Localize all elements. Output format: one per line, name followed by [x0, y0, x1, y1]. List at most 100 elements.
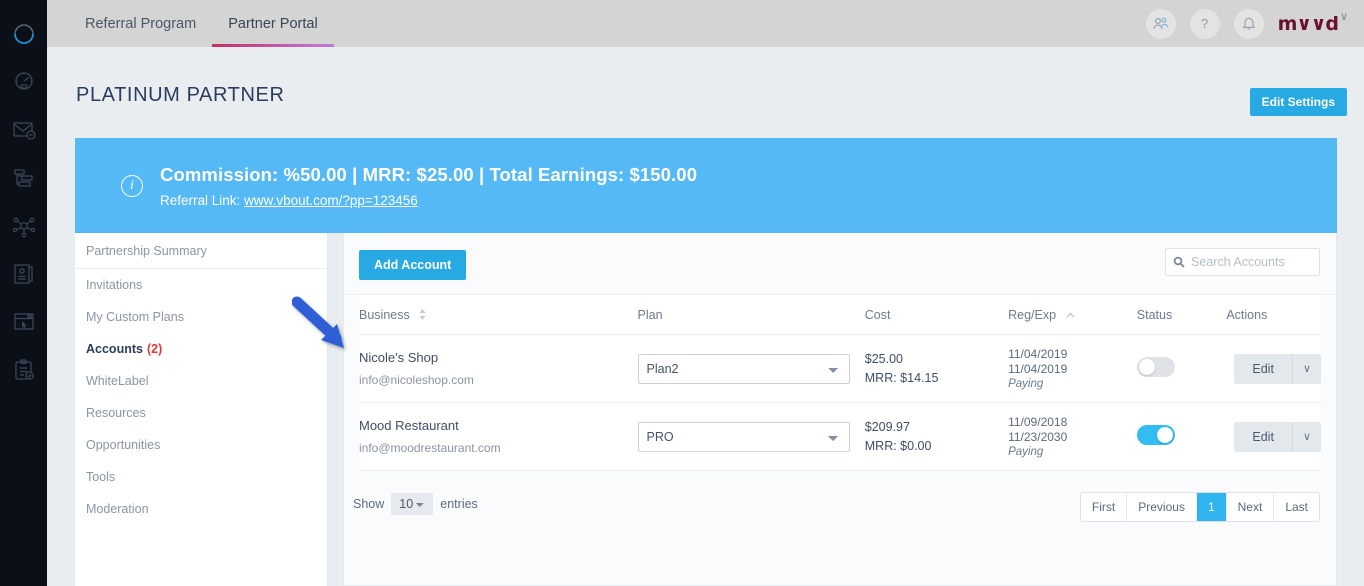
business-email: info@nicoleshop.com — [359, 373, 474, 388]
entries-label: entries — [440, 497, 478, 512]
pagination-last[interactable]: Last — [1274, 493, 1319, 522]
cell-status — [1136, 334, 1227, 404]
sidebar-item-invitations[interactable]: Invitations — [75, 269, 327, 301]
sort-ascending-icon[interactable] — [1066, 311, 1075, 320]
sort-toggle-icon[interactable] — [419, 309, 426, 322]
top-navigation-bar: Referral Program Partner Portal ? — [47, 0, 1364, 47]
sidebar-item-label: My Custom Plans — [86, 310, 184, 324]
actions-dropdown-chevron-down-icon[interactable]: ∨ — [1291, 421, 1321, 452]
email-icon[interactable] — [0, 106, 47, 154]
show-label: Show — [353, 497, 385, 512]
column-header-status: Status — [1136, 295, 1227, 336]
banner-headline: Commission: %50.00 | MRR: $25.00 | Total… — [160, 163, 698, 185]
sidebar-item-tools[interactable]: Tools — [75, 461, 327, 493]
chevron-down-icon: ∨ — [1339, 10, 1348, 23]
column-header-plan-label: Plan — [637, 308, 663, 323]
cell-actions: Edit ∨ — [1226, 402, 1321, 472]
column-header-business[interactable]: Business — [359, 295, 638, 336]
pagination-next[interactable]: Next — [1226, 493, 1275, 522]
pagination-previous[interactable]: Previous — [1127, 493, 1197, 522]
sidebar-item-resources[interactable]: Resources — [75, 397, 327, 429]
sidebar-item-label: Partnership Summary — [86, 243, 207, 258]
column-header-business-label: Business — [359, 308, 410, 322]
page-title: PLATINUM PARTNER — [76, 84, 285, 106]
registration-date: 11/04/2019 — [1008, 347, 1068, 362]
actions-button-group: Edit ∨ — [1234, 353, 1321, 384]
edit-settings-button[interactable]: Edit Settings — [1249, 88, 1347, 116]
pagination-page-1[interactable]: 1 — [1196, 493, 1227, 522]
business-email: info@moodrestaurant.com — [359, 441, 501, 456]
notifications-bell-icon[interactable] — [1233, 8, 1264, 39]
sidebar-item-label: Resources — [86, 406, 146, 420]
plan-select[interactable]: Plan2 — [637, 353, 850, 384]
cell-regexp: 11/04/2019 11/04/2019 Paying — [1008, 334, 1137, 404]
help-icon[interactable]: ? — [1189, 8, 1220, 39]
contacts-icon[interactable] — [0, 250, 47, 298]
cell-business: Mood Restaurant info@moodrestaurant.com — [359, 402, 638, 472]
logo-ring-icon[interactable] — [0, 10, 47, 58]
sidebar-item-partnership-summary[interactable]: Partnership Summary — [75, 233, 327, 269]
top-bar-actions: ? m∨∨d ∨ — [1145, 0, 1348, 47]
tab-referral-program-label: Referral Program — [85, 15, 197, 32]
cell-cost: $209.97 MRR: $0.00 — [864, 402, 1009, 472]
account-menu[interactable]: m∨∨d ∨ — [1278, 10, 1348, 38]
column-header-regexp[interactable]: Reg/Exp — [1008, 295, 1137, 336]
search-accounts-box[interactable] — [1165, 248, 1320, 276]
sidebar-item-accounts[interactable]: Accounts (2) — [75, 333, 327, 365]
sidebar-item-whitelabel[interactable]: WhiteLabel — [75, 365, 327, 397]
accounts-card: Add Account Business — [343, 233, 1337, 586]
sidebar-item-label: Tools — [86, 470, 116, 484]
landing-page-icon[interactable] — [0, 298, 47, 346]
edit-button[interactable]: Edit — [1234, 421, 1292, 452]
table-header-row: Business Plan C — [359, 295, 1321, 336]
actions-dropdown-chevron-down-icon[interactable]: ∨ — [1291, 353, 1321, 384]
cell-plan: Plan2 — [637, 334, 865, 404]
sidebar-item-opportunities[interactable]: Opportunities — [75, 429, 327, 461]
edit-button[interactable]: Edit — [1234, 353, 1292, 384]
accounts-footer: Show 10 entries First Previous 1 Next La… — [344, 471, 1336, 533]
commission-banner: i Commission: %50.00 | MRR: $25.00 | Tot… — [75, 138, 1337, 233]
accounts-table-wrapper: Business Plan C — [359, 295, 1321, 472]
table-row: Nicole's Shop info@nicoleshop.com Plan2 … — [359, 334, 1321, 404]
cost-value: $25.00 — [864, 352, 903, 367]
expiration-date: 11/04/2019 — [1008, 362, 1068, 377]
plan-select[interactable]: PRO — [637, 421, 850, 452]
column-header-cost-label: Cost — [864, 308, 891, 323]
toggle-knob — [1138, 359, 1155, 376]
banner-referral: Referral Link: www.vbout.com/?pp=123456 — [160, 193, 697, 208]
status-toggle[interactable] — [1136, 425, 1175, 446]
cell-cost: $25.00 MRR: $14.15 — [864, 334, 1009, 404]
help-icon-glyph: ? — [1201, 16, 1209, 31]
workflow-icon[interactable] — [0, 154, 47, 202]
status-toggle[interactable] — [1136, 357, 1175, 378]
business-name: Mood Restaurant — [359, 418, 459, 434]
network-icon[interactable] — [0, 202, 47, 250]
pagination-first[interactable]: First — [1080, 493, 1128, 522]
column-header-cost: Cost — [864, 295, 1009, 336]
cell-business: Nicole's Shop info@nicoleshop.com — [359, 334, 638, 404]
search-input[interactable] — [1191, 255, 1312, 269]
add-account-button[interactable]: Add Account — [359, 250, 467, 280]
column-header-status-label: Status — [1136, 308, 1173, 323]
speedometer-icon[interactable] — [0, 58, 47, 106]
show-entries-control: Show 10 entries — [353, 493, 478, 516]
mrr-value: MRR: $14.15 — [864, 371, 939, 386]
payment-status: Paying — [1008, 446, 1044, 459]
share-users-icon[interactable] — [1145, 8, 1176, 39]
tasks-icon[interactable] — [0, 346, 47, 394]
payment-status: Paying — [1008, 378, 1044, 391]
tab-referral-program[interactable]: Referral Program — [69, 0, 212, 47]
cell-status — [1136, 402, 1227, 472]
sidebar-item-my-custom-plans[interactable]: My Custom Plans — [75, 301, 327, 333]
sidebar-item-moderation[interactable]: Moderation — [75, 493, 327, 525]
column-header-regexp-label: Reg/Exp — [1008, 308, 1057, 323]
entries-per-page-select[interactable]: 10 — [391, 493, 434, 516]
banner-text: Commission: %50.00 | MRR: $25.00 | Total… — [160, 164, 697, 208]
tab-partner-portal[interactable]: Partner Portal — [212, 0, 335, 47]
referral-link[interactable]: www.vbout.com/?pp=123456 — [244, 192, 418, 208]
actions-button-group: Edit ∨ — [1234, 421, 1321, 452]
column-header-actions: Actions — [1226, 295, 1321, 336]
column-header-plan: Plan — [637, 295, 865, 336]
accounts-toolbar: Add Account — [344, 233, 1336, 295]
